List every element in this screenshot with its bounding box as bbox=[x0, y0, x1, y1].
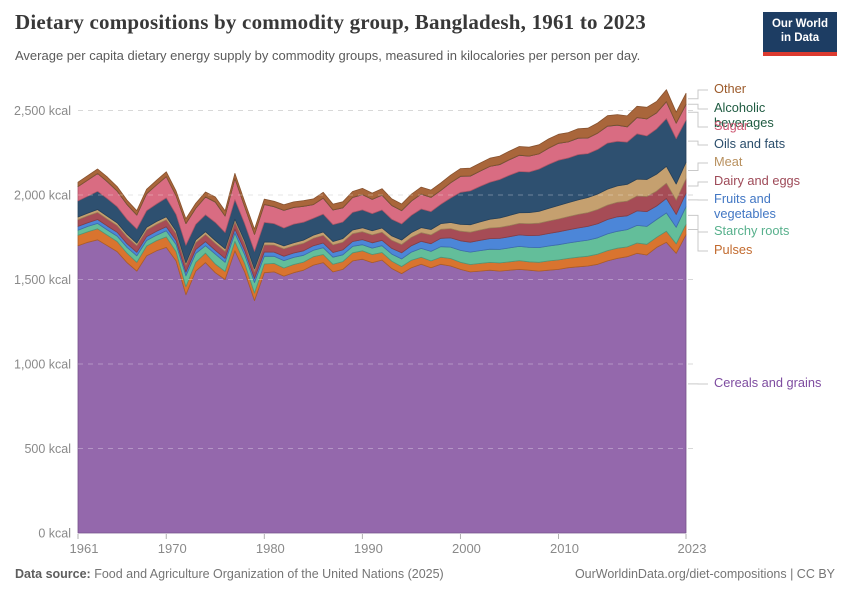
data-source-text: Food and Agriculture Organization of the… bbox=[90, 567, 444, 581]
owid-logo-line2: in Data bbox=[780, 31, 820, 44]
owid-logo: Our World in Data bbox=[762, 12, 837, 56]
legend-item-dairy[interactable]: Dairy and eggs bbox=[714, 173, 801, 188]
legend-item-cereals[interactable]: Cereals and grains bbox=[714, 375, 822, 390]
legend-item-pulses[interactable]: Pulses bbox=[714, 242, 753, 257]
legend-item-sugar[interactable]: Sugar bbox=[714, 118, 749, 133]
x-axis-label-1980: 1980 bbox=[256, 541, 285, 556]
area-other[interactable] bbox=[77, 89, 687, 235]
stacked-area-chart[interactable]: 0 kcal 500 kcal 1,000 kcal 1,500 kcal 2,000 … bbox=[0, 0, 850, 562]
owid-logo-line1: Our World bbox=[771, 18, 828, 30]
legend-connector-alcohol bbox=[688, 103, 708, 110]
y-axis-label-1000: 1,000 kcal bbox=[14, 358, 71, 372]
data-source: Data source: Food and Agriculture Organi… bbox=[15, 567, 444, 581]
legend-item-meat[interactable]: Meat bbox=[714, 154, 743, 169]
y-axis-label-2500: 2,500 kcal bbox=[14, 104, 71, 118]
y-axis-label-2000: 2,000 kcal bbox=[14, 189, 71, 203]
y-axis-label-500: 500 kcal bbox=[24, 442, 71, 456]
x-axis-label-1970: 1970 bbox=[158, 541, 187, 556]
x-axis-label-2023: 2023 bbox=[678, 541, 707, 556]
chart-subtitle: Average per capita dietary energy supply… bbox=[15, 48, 641, 63]
y-axis-label-0: 0 kcal bbox=[38, 527, 71, 541]
data-source-label: Data source: bbox=[15, 567, 91, 581]
x-axis-label-2010: 2010 bbox=[550, 541, 579, 556]
x-axis-label-1961: 1961 bbox=[70, 541, 99, 556]
legend-item-fruits[interactable]: Fruits and vegetables bbox=[714, 191, 776, 221]
page-title: Dietary compositions by commodity group,… bbox=[15, 10, 646, 34]
legend-connector-starchy bbox=[688, 214, 708, 233]
legend-connector-meat bbox=[688, 162, 708, 171]
legend-connector-sugar bbox=[688, 111, 708, 128]
legend-connector-other bbox=[688, 89, 708, 100]
legend-item-oils[interactable]: Oils and fats bbox=[714, 136, 786, 151]
chart-footer: Data source: Food and Agriculture Organi… bbox=[0, 567, 850, 581]
legend-connector-dairy bbox=[688, 181, 708, 187]
legend-connector-pulses bbox=[688, 229, 708, 252]
legend-item-other[interactable]: Other bbox=[714, 81, 747, 96]
y-axis-label-1500: 1,500 kcal bbox=[14, 273, 71, 287]
legend-connector-oils bbox=[688, 140, 708, 146]
owid-link[interactable]: OurWorldinData.org/diet-compositions | C… bbox=[574, 567, 835, 581]
x-axis-label-2000: 2000 bbox=[452, 541, 481, 556]
legend-item-starchy[interactable]: Starchy roots bbox=[714, 223, 790, 238]
legend-item-alcohol[interactable]: Alcoholic beverages bbox=[714, 100, 774, 130]
x-axis-label-1990: 1990 bbox=[354, 541, 383, 556]
